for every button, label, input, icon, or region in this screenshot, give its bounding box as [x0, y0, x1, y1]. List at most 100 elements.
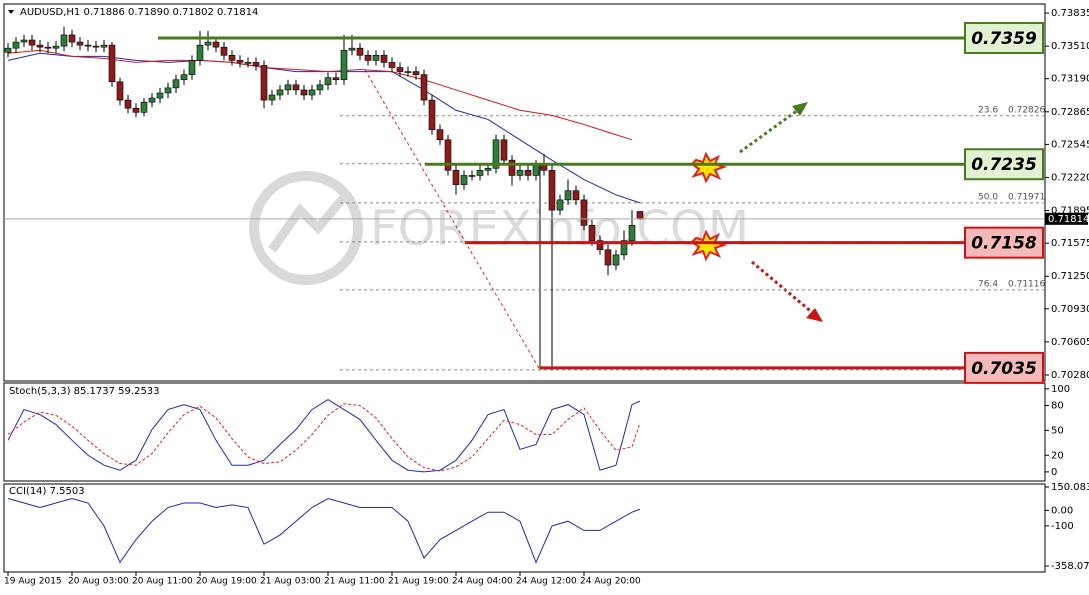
- candle-body: [212, 41, 220, 48]
- candle-body: [228, 54, 236, 61]
- candle-body: [220, 46, 228, 56]
- candle-body: [284, 84, 292, 91]
- current-price-label: 0.71814: [1048, 214, 1089, 225]
- candle-body: [324, 77, 332, 86]
- candle-body: [588, 225, 596, 241]
- y-tick-label: 150.0832: [1051, 482, 1089, 493]
- x-tick-label: 20 Aug 11:00: [132, 577, 193, 587]
- candle-body: [236, 60, 244, 63]
- candle-body: [356, 47, 364, 56]
- candle-body: [532, 164, 540, 176]
- candle-body: [460, 175, 468, 185]
- candle-body: [164, 87, 172, 94]
- candle-body: [452, 170, 460, 185]
- y-tick-label: 0: [1051, 467, 1057, 478]
- level-label: 0.7035: [971, 359, 1037, 379]
- stoch-title: Stoch(5,3,3) 85.1737 59.2533: [9, 386, 160, 397]
- candle-body: [108, 44, 116, 83]
- level-box: [964, 351, 1044, 384]
- candle-body: [436, 129, 444, 141]
- y-tick-label: 0.70605: [1051, 337, 1089, 348]
- candle-body: [500, 139, 508, 161]
- cci-title: CCI(14) 7.5503: [9, 486, 85, 497]
- x-tick-label: 21 Aug 19:00: [388, 577, 449, 587]
- candle-body: [28, 39, 36, 46]
- candle-body: [428, 99, 436, 130]
- candle-body: [484, 168, 492, 171]
- x-tick-label: 24 Aug 12:00: [516, 577, 577, 587]
- y-tick-label: 0.73835: [1051, 8, 1089, 19]
- candle-body: [492, 139, 500, 169]
- level-box: [964, 148, 1044, 181]
- candle-body: [84, 44, 92, 47]
- candle-body: [444, 139, 452, 171]
- candle-body: [60, 34, 68, 47]
- fib-price: 0.72826: [1008, 105, 1045, 115]
- y-tick-label: 0.72865: [1051, 107, 1089, 118]
- candle-body: [380, 54, 388, 63]
- candle-body: [300, 89, 308, 96]
- candle-body: [116, 81, 124, 101]
- fib-ratio: 76.4: [978, 279, 998, 289]
- candle-body: [332, 77, 340, 81]
- candle-body: [396, 67, 404, 72]
- candle-body: [204, 41, 212, 46]
- candle-body: [12, 41, 20, 49]
- candle-body: [44, 46, 52, 49]
- x-tick-label: 19 Aug 2015: [4, 577, 62, 587]
- candle-body: [316, 84, 324, 91]
- candle-body: [548, 170, 556, 211]
- current-price-box: [1045, 212, 1088, 225]
- candle-body: [340, 49, 348, 81]
- candle-body: [580, 199, 588, 226]
- cci-panel: [3, 483, 1046, 573]
- candle-body: [68, 34, 76, 43]
- candle-body: [516, 170, 524, 176]
- candle-body: [140, 101, 148, 113]
- candle-body: [628, 225, 636, 241]
- y-tick-label: 0.00: [1051, 505, 1073, 516]
- y-tick-label: 0.70930: [1051, 304, 1089, 315]
- fib-ratio: 50.0: [978, 192, 998, 202]
- down-arrow-head: [806, 308, 823, 322]
- candle-body: [468, 175, 476, 177]
- candle-body: [252, 62, 260, 66]
- candle-body: [172, 79, 180, 89]
- annotations: [690, 102, 823, 322]
- candle-body: [604, 249, 612, 266]
- candle-body: [260, 65, 268, 101]
- candle-body: [348, 47, 356, 51]
- candle-body: [92, 45, 100, 48]
- x-tick-label: 20 Aug 19:00: [196, 577, 257, 587]
- candle-body: [188, 60, 196, 75]
- candle-body: [540, 164, 548, 171]
- y-tick-label: -100: [1051, 521, 1074, 532]
- level-box: [964, 21, 1044, 54]
- candle-body: [388, 62, 396, 68]
- candle-body: [636, 211, 644, 220]
- candle-body: [180, 74, 188, 81]
- candle-body: [596, 240, 604, 251]
- candle-body: [132, 107, 140, 113]
- candle-body: [412, 71, 420, 75]
- y-tick-label: 0.71250: [1051, 271, 1089, 282]
- candle-body: [36, 44, 44, 48]
- x-tick-label: 20 Aug 03:00: [68, 577, 129, 587]
- candle-body: [476, 170, 484, 176]
- main-panel: [3, 3, 1046, 382]
- y-tick-label: 0.70280: [1051, 370, 1089, 381]
- candle-body: [276, 89, 284, 96]
- indicator-line: [7, 399, 641, 473]
- candle-body: [308, 89, 316, 96]
- y-tick-label: 100: [1051, 384, 1070, 395]
- indicator-line: [7, 403, 641, 472]
- chart-title: AUDUSD,H1 0.71886 0.71890 0.71802 0.7181…: [20, 7, 258, 18]
- fib-price: 0.71116: [1008, 279, 1045, 289]
- y-tick-label: 80: [1051, 400, 1064, 411]
- candle-body: [124, 99, 132, 109]
- candle-body: [148, 97, 156, 103]
- level-label: 0.7359: [971, 29, 1037, 49]
- level-box: [964, 226, 1044, 259]
- candle-body: [556, 199, 564, 211]
